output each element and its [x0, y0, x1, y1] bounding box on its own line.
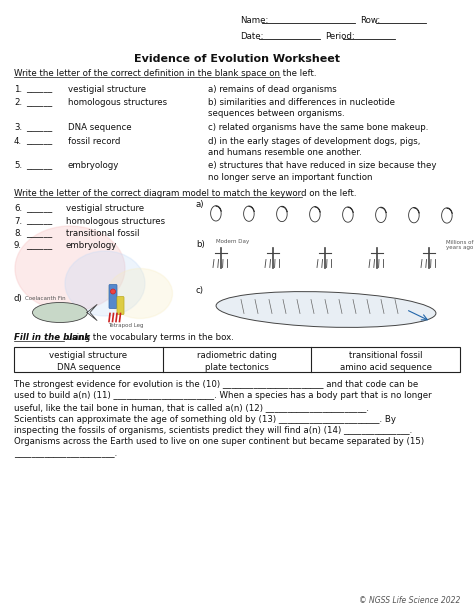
Text: 3.: 3. — [14, 123, 22, 132]
Text: 8.: 8. — [14, 229, 22, 238]
Text: Millions of
years ago: Millions of years ago — [446, 240, 474, 250]
Text: transitional fossil: transitional fossil — [349, 351, 422, 360]
Text: © NGSS Life Science 2022: © NGSS Life Science 2022 — [359, 596, 460, 605]
Ellipse shape — [110, 289, 116, 294]
Text: 1.: 1. — [14, 85, 22, 94]
Text: ______: ______ — [26, 98, 52, 107]
Text: ______: ______ — [26, 123, 52, 132]
Text: Tetrapod Leg: Tetrapod Leg — [108, 324, 144, 329]
Text: transitional fossil: transitional fossil — [66, 229, 139, 238]
Text: Modern Day: Modern Day — [216, 240, 249, 245]
Text: ______: ______ — [26, 85, 52, 94]
Text: Row:: Row: — [360, 16, 380, 25]
Text: _______________________.: _______________________. — [14, 449, 117, 458]
Text: vestigial structure: vestigial structure — [68, 85, 146, 94]
Text: DNA sequence: DNA sequence — [68, 123, 132, 132]
Text: vestigial structure: vestigial structure — [66, 204, 144, 213]
Text: The strongest evidence for evolution is the (10) _______________________ and tha: The strongest evidence for evolution is … — [14, 380, 418, 389]
Text: embryology: embryology — [68, 161, 119, 170]
Text: using the vocabulary terms in the box.: using the vocabulary terms in the box. — [64, 332, 234, 341]
Ellipse shape — [65, 251, 145, 316]
Text: sequences between organisms.: sequences between organisms. — [208, 110, 345, 118]
Text: Fill in the blank: Fill in the blank — [14, 332, 90, 341]
Text: c): c) — [196, 286, 204, 295]
Ellipse shape — [108, 268, 173, 319]
Text: a): a) — [196, 200, 204, 210]
Text: 4.: 4. — [14, 137, 22, 145]
Text: 9.: 9. — [14, 242, 22, 251]
Text: 6.: 6. — [14, 204, 22, 213]
Text: 7.: 7. — [14, 216, 22, 226]
Text: Date:: Date: — [240, 32, 264, 41]
Ellipse shape — [216, 292, 436, 327]
Text: 2.: 2. — [14, 98, 22, 107]
Text: Organisms across the Earth used to live on one super continent but became separa: Organisms across the Earth used to live … — [14, 438, 424, 446]
Text: no longer serve an important function: no longer serve an important function — [208, 173, 373, 182]
Ellipse shape — [15, 226, 125, 311]
FancyBboxPatch shape — [109, 284, 117, 308]
Ellipse shape — [33, 302, 88, 322]
Text: plate tectonics: plate tectonics — [205, 362, 269, 371]
Text: Evidence of Evolution Worksheet: Evidence of Evolution Worksheet — [134, 54, 340, 64]
Text: d): d) — [14, 294, 23, 303]
Text: b) similarities and differences in nucleotide: b) similarities and differences in nucle… — [208, 98, 395, 107]
Text: ______: ______ — [26, 204, 52, 213]
Text: Write the letter of the correct definition in the blank space on the left.: Write the letter of the correct definiti… — [14, 69, 317, 78]
Text: ______: ______ — [26, 161, 52, 170]
Text: used to build a(n) (11) _______________________. When a species has a body part : used to build a(n) (11) ________________… — [14, 392, 432, 400]
Text: amino acid sequence: amino acid sequence — [340, 362, 432, 371]
Text: 5.: 5. — [14, 161, 22, 170]
Text: vestigial structure: vestigial structure — [49, 351, 128, 360]
Text: ______: ______ — [26, 229, 52, 238]
Text: b): b) — [196, 240, 205, 248]
FancyBboxPatch shape — [14, 347, 460, 372]
Text: useful, like the tail bone in human, that is called a(n) (12) __________________: useful, like the tail bone in human, tha… — [14, 403, 369, 412]
Text: homologous structures: homologous structures — [68, 98, 167, 107]
Text: a) remains of dead organisms: a) remains of dead organisms — [208, 85, 337, 94]
Text: embryology: embryology — [66, 242, 118, 251]
Text: radiometric dating: radiometric dating — [197, 351, 277, 360]
Text: d) in the early stages of development dogs, pigs,: d) in the early stages of development do… — [208, 137, 420, 145]
Text: inspecting the fossils of organisms, scientists predict they will find a(n) (14): inspecting the fossils of organisms, sci… — [14, 426, 412, 435]
Text: c) related organisms have the same bone makeup.: c) related organisms have the same bone … — [208, 123, 428, 132]
Text: Period:: Period: — [325, 32, 355, 41]
Text: fossil record: fossil record — [68, 137, 120, 145]
Text: ______: ______ — [26, 242, 52, 251]
Text: Coelacanth Fin: Coelacanth Fin — [25, 297, 65, 302]
FancyBboxPatch shape — [117, 297, 124, 314]
Text: ______: ______ — [26, 216, 52, 226]
Text: Name:: Name: — [240, 16, 268, 25]
Text: Write the letter of the correct diagram model to match the keyword on the left.: Write the letter of the correct diagram … — [14, 189, 356, 197]
Text: e) structures that have reduced in size because they: e) structures that have reduced in size … — [208, 161, 437, 170]
Text: homologous structures: homologous structures — [66, 216, 165, 226]
Text: DNA sequence: DNA sequence — [56, 362, 120, 371]
Text: ______: ______ — [26, 137, 52, 145]
Text: and humans resemble one another.: and humans resemble one another. — [208, 148, 362, 157]
Text: Scientists can approximate the age of something old by (13) ____________________: Scientists can approximate the age of so… — [14, 414, 396, 424]
